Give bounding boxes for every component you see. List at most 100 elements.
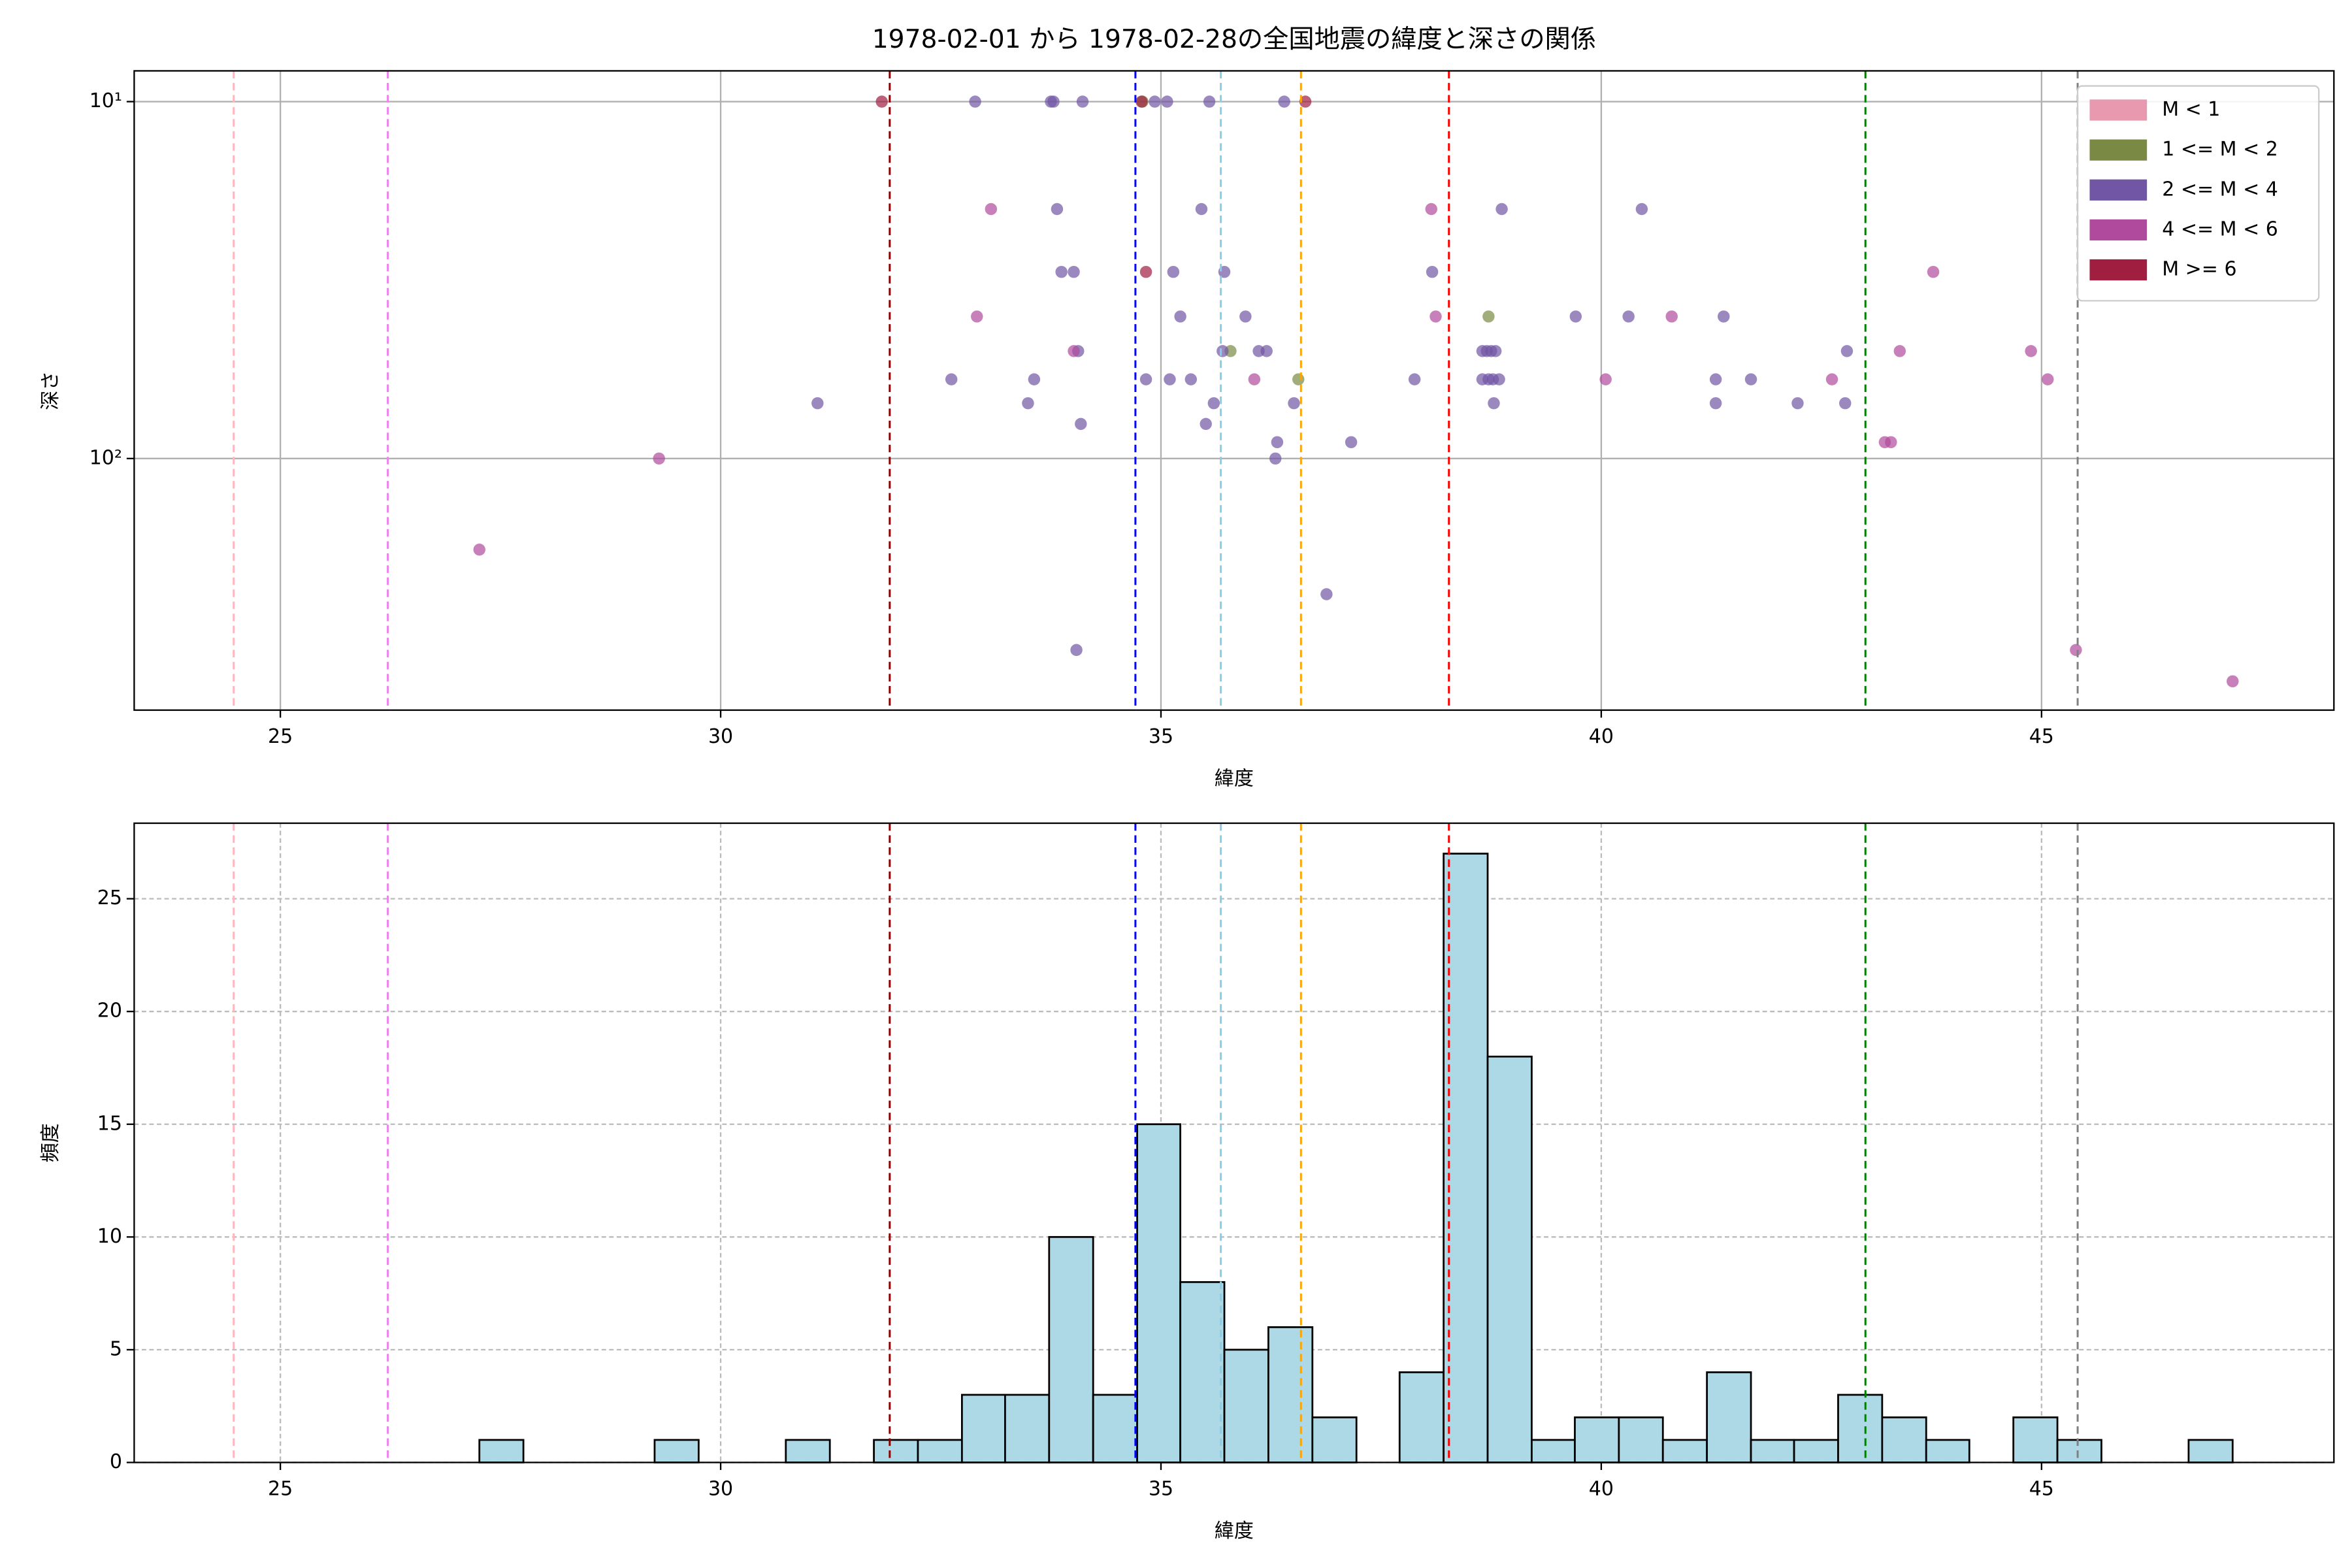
legend-label: 2 <= M < 4 (2162, 178, 2278, 201)
histogram-bar (2187, 1439, 2234, 1463)
x-tick-label: 30 (708, 1478, 733, 1501)
y-tick-label: 10 (97, 1225, 122, 1248)
scatter-point (1927, 265, 1940, 278)
scatter-point (1839, 397, 1852, 410)
scatter-point (1271, 436, 1284, 449)
scatter-point (1288, 397, 1300, 410)
scatter-point (1195, 203, 1208, 216)
scatter-point (1408, 373, 1421, 385)
scatter-point (1635, 203, 1648, 216)
scatter-point (1068, 345, 1080, 357)
histogram-bar (785, 1439, 831, 1463)
histogram-bar (1793, 1439, 1839, 1463)
scatter-point (1569, 310, 1582, 323)
scatter-point (1885, 436, 1897, 449)
scatter-point (1174, 310, 1186, 323)
scatter-point (1278, 95, 1290, 108)
scatter-point (1203, 95, 1216, 108)
legend-swatch (2089, 139, 2148, 161)
histogram-bar (1661, 1439, 1708, 1463)
x-tick-label: 30 (708, 725, 733, 748)
plot-frame (133, 70, 2335, 711)
histogram-bar (1881, 1416, 1927, 1463)
scatter-point (1022, 397, 1034, 410)
scatter-point (1070, 644, 1083, 657)
scatter-point (1299, 95, 1312, 108)
histogram-bar (2056, 1439, 2102, 1463)
scatter-point (1239, 310, 1252, 323)
histogram-bar (1837, 1394, 1884, 1463)
legend-swatch (2089, 99, 2148, 121)
scatter-point (1345, 436, 1358, 449)
x-tick-label: 35 (1149, 725, 1173, 748)
scatter-point (985, 203, 998, 216)
scatter-point (1269, 452, 1282, 465)
scatter-point (1488, 397, 1500, 410)
x-tick-label: 25 (268, 725, 293, 748)
histogram-bar (1223, 1348, 1269, 1463)
scatter-point (1292, 373, 1305, 385)
scatter-point (1426, 265, 1439, 278)
legend-label: M < 1 (2162, 98, 2220, 121)
histogram-bar (1311, 1416, 1358, 1463)
y-tick-label: 5 (110, 1337, 122, 1360)
scatter-point (1791, 397, 1804, 410)
scatter-point (1149, 95, 1161, 108)
scatter-point (2227, 675, 2239, 688)
scatter-point (875, 95, 888, 108)
scatter-point (1207, 397, 1220, 410)
scatter-point (1709, 373, 1722, 385)
scatter-point (1248, 373, 1261, 385)
y-axis-label: 頻度 (39, 1123, 62, 1162)
scatter-point (1167, 265, 1180, 278)
scatter-point (1139, 373, 1152, 385)
scatter-point (1135, 95, 1148, 108)
scatter-point (1200, 417, 1212, 431)
histogram-bar (1136, 1123, 1182, 1463)
x-axis-label: 緯度 (1215, 1520, 1254, 1543)
scatter-point (969, 95, 981, 108)
histogram-bar (653, 1439, 700, 1463)
histogram-bar (1750, 1439, 1795, 1463)
scatter-point (1051, 203, 1064, 216)
scatter-point (1425, 203, 1437, 216)
chart-title: 1978-02-01 から 1978-02-28の全国地震の緯度と深さの関係 (872, 25, 1596, 54)
legend-label: M >= 6 (2162, 258, 2236, 281)
scatter-point (1495, 203, 1508, 216)
histogram-bar (960, 1394, 1006, 1463)
y-axis-label: 深さ (39, 371, 62, 410)
legend-label: 1 <= M < 2 (2162, 138, 2278, 161)
histogram-bar (1048, 1235, 1094, 1463)
scatter-point (1068, 265, 1080, 278)
x-tick-label: 45 (2029, 725, 2054, 748)
x-tick-label: 25 (268, 1478, 293, 1501)
legend-swatch (2089, 219, 2148, 241)
scatter-point (1489, 345, 1502, 357)
x-tick-label: 40 (1589, 1478, 1614, 1501)
legend-swatch (2089, 259, 2148, 281)
histogram-bar (1486, 1055, 1533, 1463)
scatter-point (1184, 373, 1198, 385)
scatter-point (1260, 345, 1273, 357)
y-tick-label: 20 (97, 1000, 122, 1022)
scatter-point (1076, 95, 1089, 108)
histogram-bar (917, 1439, 963, 1463)
scatter-point (2042, 373, 2054, 385)
scatter-point (1320, 588, 1333, 600)
legend-swatch (2089, 179, 2148, 201)
histogram-bar (1398, 1371, 1445, 1463)
scatter-point (1217, 345, 1229, 357)
histogram-bar (478, 1439, 525, 1463)
histogram-bar (1574, 1416, 1620, 1463)
y-tick-label: 10¹ (90, 90, 122, 112)
scatter-point (1161, 95, 1173, 108)
scatter-point (1047, 95, 1060, 108)
scatter-point (2070, 644, 2082, 657)
scatter-point (1429, 310, 1442, 323)
x-tick-label: 40 (1589, 725, 1614, 748)
histogram-bar (1706, 1371, 1752, 1463)
scatter-point (1055, 265, 1068, 278)
scatter-point (1709, 397, 1722, 410)
y-tick-label: 25 (97, 887, 122, 909)
